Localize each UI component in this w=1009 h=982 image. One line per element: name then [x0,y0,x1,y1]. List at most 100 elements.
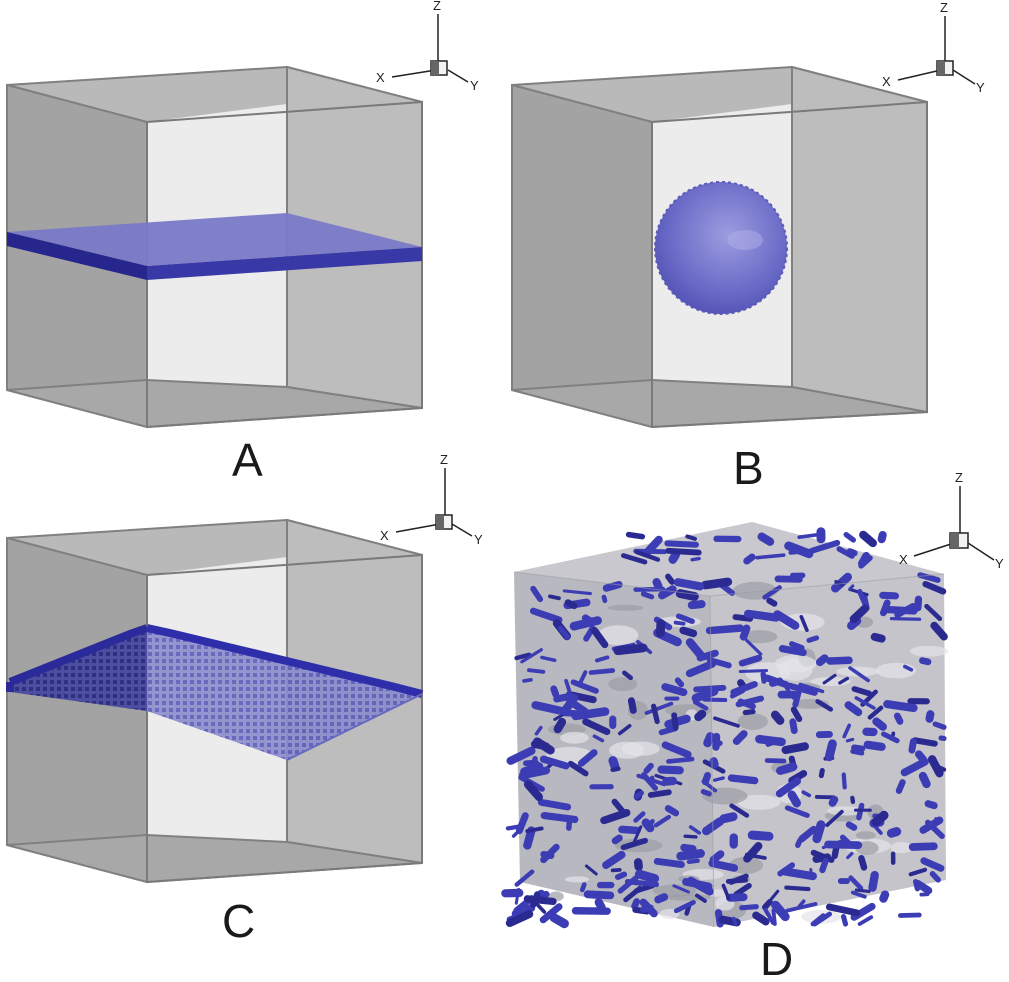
fiber [895,779,906,794]
fiber [863,740,886,751]
fiber [733,882,752,897]
cube-edge [709,595,715,928]
fiber [825,903,861,917]
fiber [514,652,532,661]
fiber [790,706,803,723]
fiber [631,898,641,910]
fiber [514,887,521,905]
matrix-blob [855,831,876,840]
fiber [530,891,541,908]
fiber [635,869,660,884]
fiber [686,858,700,864]
fiber [643,535,663,557]
fiber [850,890,867,899]
fiber [846,851,854,860]
fiber [679,626,698,638]
fiber [924,800,938,810]
fiber [709,850,725,864]
fiber [708,859,739,872]
fibers-d [501,527,949,929]
fiber [789,641,805,651]
fiber [703,732,715,748]
fiber [792,689,802,708]
fiber [700,789,712,797]
matrix-blob [598,625,639,646]
fiber [908,867,928,877]
fiber [799,615,809,633]
matrix-blob [564,876,590,883]
fiber [602,580,623,592]
fiber [815,654,829,667]
fiber [539,755,570,770]
fiber [801,790,812,798]
fiber [620,837,648,851]
fiber [857,551,871,568]
fiber [673,578,705,591]
fiber [854,696,876,710]
fiber [897,912,922,918]
fiber [766,597,778,607]
fiber [776,762,798,775]
fiber [611,798,626,814]
fiber [870,632,886,643]
fiber [633,811,646,823]
fiber [622,670,633,681]
fiber [675,589,699,601]
fiber [893,712,904,725]
fiber [732,730,748,746]
fiber [828,795,839,807]
matrix-blob [607,604,644,611]
fiber [680,843,697,853]
fiber [735,695,765,708]
fiber [771,908,777,926]
fiber [840,914,849,927]
fiber [561,693,579,714]
fiber [769,677,784,687]
fiber [848,584,855,591]
fiber [564,599,578,610]
fiber [644,701,674,715]
matrix-blob [737,794,781,810]
cube-edge [513,571,711,597]
fiber [859,530,877,548]
matrix-blob [621,741,660,756]
fiber [532,737,555,755]
fiber [918,771,931,789]
matrix-blob [741,630,778,644]
fiber [764,758,787,764]
fiber [514,869,535,887]
fiber [523,895,557,906]
fiber [640,772,659,791]
fiber [788,548,813,555]
fiber [738,669,769,674]
fiber [784,885,811,892]
fiber [658,585,677,600]
fiber [540,843,560,864]
fiber [529,607,563,624]
axis-triad-a: Z X Y [376,0,479,93]
fiber [797,532,820,539]
box-b [511,65,928,429]
fiber [664,540,699,548]
panel-d: D Z X Y [501,470,1004,982]
fiber [569,616,602,631]
fiber [673,620,686,626]
cube-edge [709,573,945,597]
fiber [682,878,713,891]
fiber [824,739,837,762]
fiber [903,664,914,672]
fiber [706,657,732,669]
fiber [652,577,663,591]
panel-label-b: B [733,442,764,494]
fiber [871,810,889,827]
fiber [781,742,810,755]
fiber [787,790,802,808]
fiber [640,904,654,913]
fiber [914,880,933,895]
fiber [571,707,610,721]
fiber [620,553,648,565]
fiber [763,907,776,925]
fiber [601,594,608,604]
fiber [775,777,802,798]
